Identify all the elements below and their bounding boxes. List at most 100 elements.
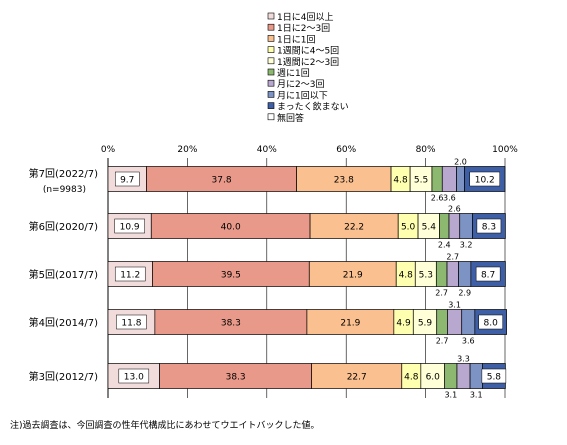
data-label: 5.0	[401, 223, 416, 233]
bar-segment	[309, 213, 399, 239]
legend-label: 月に2～3回	[277, 79, 324, 90]
data-label: 40.0	[221, 223, 241, 233]
bar-segment	[446, 261, 459, 287]
category-label: 第5回(2017/7)	[29, 268, 98, 281]
legend-label: 1日に1回	[277, 34, 315, 45]
legend-swatch	[267, 91, 275, 98]
data-label-box	[478, 314, 503, 330]
bar-segment	[436, 309, 448, 335]
bar-segment	[459, 213, 473, 239]
legend-swatch	[267, 12, 275, 20]
x-tick-label: 0%	[101, 145, 116, 155]
data-label-box	[118, 368, 150, 384]
legend-label: 1週間に2～3回	[277, 57, 339, 68]
bar-segment	[456, 363, 471, 389]
legend-swatch	[267, 113, 275, 121]
bar-segment	[461, 309, 476, 335]
chart-footnote: 注)過去調査は、今回調査の性年代構成比にあわせてウエイトバックした値。	[10, 421, 320, 431]
x-tick-label: 100%	[492, 145, 518, 155]
data-label: 3.1	[448, 301, 461, 310]
bar-segment	[435, 261, 448, 287]
data-label: 3.1	[470, 391, 483, 400]
data-label: 4.9	[396, 319, 411, 329]
bar-segment	[444, 363, 458, 389]
bar-segment	[456, 166, 465, 192]
data-label: 38.3	[226, 373, 246, 383]
data-label: 3.2	[460, 241, 473, 250]
legend-swatch	[267, 46, 275, 53]
data-label-box	[475, 266, 501, 282]
data-label: 8.7	[481, 271, 495, 281]
data-label: 21.9	[340, 319, 360, 329]
data-label: 23.8	[334, 176, 354, 186]
data-label: 4.8	[393, 176, 408, 186]
data-label: 5.9	[418, 319, 433, 329]
data-label-box	[114, 218, 145, 234]
data-label: 8.0	[484, 319, 499, 329]
data-label: 10.2	[475, 176, 495, 186]
data-label: 2.9	[458, 289, 471, 298]
category-label: 第3回(2012/7)	[29, 370, 98, 383]
category-label: 第6回(2020/7)	[29, 220, 98, 233]
data-label-box	[116, 314, 147, 330]
data-label: 3.3	[457, 355, 470, 364]
bar-segment	[448, 213, 461, 239]
legend-swatch	[267, 102, 275, 109]
data-label: 2.7	[435, 289, 448, 298]
bar-segment	[154, 309, 308, 335]
data-label: 37.8	[212, 176, 232, 186]
data-label: 11.2	[120, 271, 140, 281]
x-tick-label: 20%	[177, 145, 197, 155]
data-label-box	[114, 266, 146, 282]
data-label: 2.0	[454, 158, 467, 167]
bar-segment	[311, 363, 403, 389]
data-label: 2.6	[431, 194, 444, 203]
bar-segment	[107, 166, 147, 192]
bar-segment	[469, 363, 483, 389]
data-label-box	[476, 218, 502, 234]
data-label: 5.3	[419, 271, 433, 281]
legend-swatch	[267, 68, 275, 76]
legend-label: 1週間に4～5回	[277, 46, 339, 57]
bar-segment	[458, 261, 472, 287]
bar-segment	[431, 166, 443, 192]
data-label: 2.7	[436, 337, 449, 346]
data-label: 4.8	[399, 271, 414, 281]
legend-swatch	[267, 23, 275, 31]
data-label: 11.8	[121, 319, 141, 329]
data-label: 21.9	[343, 271, 363, 281]
legend-label: 1日に2～3回	[277, 23, 330, 34]
legend-swatch	[267, 57, 275, 65]
data-label: 22.7	[347, 373, 367, 383]
bar-segment	[159, 363, 313, 389]
data-label-box	[481, 368, 507, 384]
data-label: 22.2	[344, 223, 364, 233]
category-label: 第4回(2014/7)	[29, 316, 98, 329]
data-label: 9.7	[120, 176, 134, 186]
data-label: 2.4	[438, 241, 451, 250]
x-tick-label: 60%	[336, 145, 356, 155]
category-sublabel: (n=9983)	[43, 185, 86, 195]
x-tick-label: 40%	[257, 145, 277, 155]
x-tick-label: 80%	[416, 145, 436, 155]
data-label: 5.4	[422, 223, 437, 233]
legend-swatch	[267, 35, 275, 42]
bar-segment	[150, 213, 311, 239]
category-label: 第7回(2022/7)	[29, 167, 98, 180]
legend-label: 1日に4回以上	[277, 12, 333, 23]
data-label: 3.1	[444, 391, 457, 400]
data-label-box	[469, 171, 501, 187]
legend-label: 月に1回以下	[277, 90, 328, 101]
data-label-box	[115, 171, 140, 187]
data-label: 3.6	[443, 194, 456, 203]
data-label: 13.0	[124, 373, 144, 383]
bar-segment	[306, 309, 395, 335]
bar-segment	[447, 309, 463, 335]
legend-swatch	[267, 79, 275, 87]
legend-label: まったく飲まない	[277, 101, 349, 113]
data-label: 5.8	[487, 373, 502, 383]
data-label: 8.3	[482, 223, 496, 233]
data-label: 6.0	[426, 373, 441, 383]
data-label: 10.9	[120, 223, 140, 233]
